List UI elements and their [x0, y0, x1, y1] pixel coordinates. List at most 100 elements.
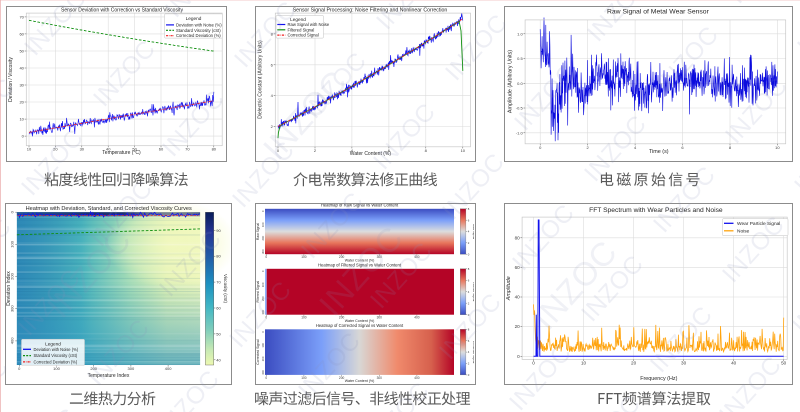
- svg-text:0: 0: [18, 366, 21, 371]
- svg-text:60: 60: [216, 306, 221, 311]
- svg-text:400: 400: [414, 376, 420, 380]
- svg-text:6: 6: [681, 145, 684, 150]
- svg-text:Legend: Legend: [186, 16, 202, 21]
- svg-text:Heatmap with Deviation, Standa: Heatmap with Deviation, Standard, and Co…: [26, 206, 192, 212]
- svg-text:300: 300: [128, 366, 135, 371]
- svg-text:4: 4: [468, 230, 470, 234]
- svg-text:300: 300: [261, 249, 265, 254]
- svg-text:Filtered Signal: Filtered Signal: [256, 281, 260, 303]
- svg-text:10: 10: [581, 360, 587, 365]
- svg-text:300: 300: [377, 376, 383, 380]
- svg-text:40: 40: [106, 147, 111, 152]
- svg-text:Temperature (°C): Temperature (°C): [102, 150, 141, 156]
- svg-text:0: 0: [22, 134, 25, 139]
- svg-text:6: 6: [468, 278, 470, 282]
- svg-text:Raw Signal with Noise: Raw Signal with Noise: [288, 22, 330, 27]
- svg-text:60: 60: [159, 147, 164, 152]
- svg-text:Heatmap of Filtered Signal vs: Heatmap of Filtered Signal vs Water Cont…: [318, 263, 402, 268]
- svg-text:80: 80: [212, 147, 217, 152]
- svg-text:Amplitude: Amplitude: [506, 276, 512, 301]
- svg-text:Noise: Noise: [737, 229, 750, 235]
- svg-text:Filtered Signal: Filtered Signal: [472, 282, 474, 302]
- svg-text:Heatmap of Raw Signal vs Water: Heatmap of Raw Signal vs Water Content: [321, 204, 399, 208]
- svg-text:Filtered Signal: Filtered Signal: [288, 27, 315, 32]
- svg-text:0: 0: [539, 145, 542, 150]
- svg-text:Raw Signal of Metal Wear Senso: Raw Signal of Metal Wear Sensor: [607, 9, 710, 16]
- svg-text:300: 300: [377, 255, 383, 259]
- svg-text:100: 100: [261, 282, 265, 287]
- svg-text:100: 100: [261, 222, 265, 227]
- svg-text:10: 10: [19, 117, 24, 122]
- svg-text:50: 50: [781, 360, 787, 365]
- svg-text:Raw Signal: Raw Signal: [472, 224, 474, 240]
- svg-text:Corrected Signal: Corrected Signal: [472, 341, 474, 364]
- svg-text:Sensor Deviation with Correcti: Sensor Deviation with Correction vs Stan…: [61, 8, 183, 14]
- svg-text:8: 8: [271, 31, 274, 36]
- svg-text:0: 0: [265, 316, 267, 320]
- svg-text:Corrected Deviation (%): Corrected Deviation (%): [176, 33, 221, 38]
- svg-text:8: 8: [468, 207, 470, 211]
- svg-text:50: 50: [216, 331, 221, 336]
- svg-text:200: 200: [90, 366, 97, 371]
- svg-text:0: 0: [261, 270, 265, 272]
- svg-text:0: 0: [261, 210, 265, 212]
- svg-text:Temperature Index: Temperature Index: [88, 373, 130, 379]
- svg-text:50: 50: [132, 147, 137, 152]
- svg-text:Corrected Signal: Corrected Signal: [256, 339, 260, 365]
- svg-text:4: 4: [468, 290, 470, 294]
- svg-text:Amplitude (Arbitrary Units): Amplitude (Arbitrary Units): [508, 50, 514, 113]
- svg-text:-1.0: -1.0: [516, 130, 524, 135]
- svg-text:50: 50: [19, 49, 24, 54]
- svg-text:Water Content (%): Water Content (%): [345, 259, 375, 263]
- svg-text:6: 6: [468, 218, 470, 222]
- svg-text:2: 2: [314, 148, 317, 153]
- svg-text:20: 20: [631, 360, 637, 365]
- svg-text:20: 20: [53, 147, 58, 152]
- svg-text:200: 200: [261, 235, 265, 240]
- svg-text:70: 70: [19, 14, 24, 19]
- svg-text:Wear Particle Signal: Wear Particle Signal: [737, 221, 780, 227]
- svg-text:20: 20: [515, 324, 521, 329]
- svg-text:Deviation with Noise (%): Deviation with Noise (%): [176, 22, 222, 27]
- svg-text:Deviation with Noise (%): Deviation with Noise (%): [34, 347, 79, 352]
- svg-text:0: 0: [468, 313, 470, 317]
- svg-text:300: 300: [377, 316, 383, 320]
- svg-text:Standard Viscosity (cSt): Standard Viscosity (cSt): [34, 353, 78, 358]
- svg-text:6: 6: [468, 339, 470, 343]
- svg-text:10: 10: [775, 145, 780, 150]
- svg-text:80: 80: [216, 254, 221, 259]
- svg-text:Viscosity (cSt): Viscosity (cSt): [223, 274, 228, 303]
- svg-text:INZOC: INZOC: [792, 0, 800, 60]
- svg-text:70: 70: [185, 147, 190, 152]
- svg-text:4: 4: [351, 148, 354, 153]
- svg-text:30: 30: [19, 83, 24, 88]
- svg-text:Time (s): Time (s): [649, 149, 669, 155]
- svg-text:30: 30: [681, 360, 687, 365]
- svg-text:300: 300: [261, 370, 265, 375]
- svg-text:40: 40: [216, 357, 221, 362]
- svg-text:Legend: Legend: [45, 342, 61, 347]
- svg-text:2: 2: [468, 301, 470, 305]
- svg-text:Sensor Signal Processing: Nois: Sensor Signal Processing: Noise Filterin…: [293, 8, 448, 14]
- svg-text:2: 2: [468, 241, 470, 245]
- svg-text:300: 300: [10, 305, 15, 312]
- svg-text:Dielectric Constant (Arbitrary: Dielectric Constant (Arbitrary Units): [257, 40, 263, 119]
- svg-text:4: 4: [271, 93, 274, 98]
- svg-text:0: 0: [277, 148, 280, 153]
- svg-text:FFT Spectrum with Wear Particl: FFT Spectrum with Wear Particles and Noi…: [589, 207, 723, 214]
- svg-text:200: 200: [339, 316, 345, 320]
- svg-text:Frequency (Hz): Frequency (Hz): [640, 376, 677, 382]
- svg-text:1.0: 1.0: [517, 31, 523, 36]
- svg-text:8: 8: [729, 145, 732, 150]
- svg-text:200: 200: [261, 296, 265, 301]
- svg-text:30: 30: [80, 147, 85, 152]
- svg-text:100: 100: [261, 343, 265, 348]
- svg-text:60: 60: [515, 265, 521, 270]
- svg-text:40: 40: [19, 66, 24, 71]
- svg-text:4: 4: [634, 145, 637, 150]
- svg-text:Standard Viscosity (cSt): Standard Viscosity (cSt): [176, 28, 221, 33]
- svg-text:200: 200: [10, 272, 15, 279]
- svg-text:0: 0: [265, 376, 267, 380]
- svg-text:100: 100: [10, 240, 15, 247]
- svg-text:-0.5: -0.5: [516, 106, 524, 111]
